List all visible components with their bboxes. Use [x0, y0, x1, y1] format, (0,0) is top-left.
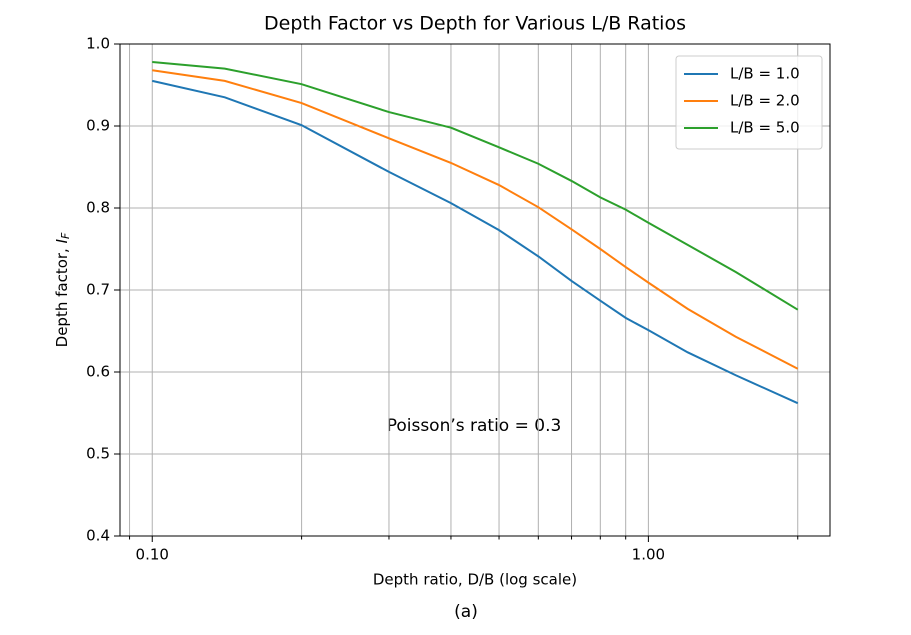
y-axis-label-subscript: F [59, 232, 72, 239]
y-axis-label-symbol: I [53, 238, 71, 243]
y-tick-label: 0.5 [86, 445, 110, 463]
x-axis-label: Depth ratio, D/B (log scale) [373, 571, 577, 589]
caption: (a) [454, 602, 478, 622]
y-axis-label: Depth factor, IF [53, 232, 73, 347]
line-series [152, 79, 799, 405]
annotation: Poisson’s ratio = 0.3 [387, 416, 562, 436]
legend-box [675, 55, 823, 150]
y-tick-label: 1.0 [86, 35, 110, 53]
line-series [152, 61, 799, 311]
plot-frame [119, 43, 831, 537]
chart-title: Depth Factor vs Depth for Various L/B Ra… [264, 13, 686, 35]
legend-label: L/B = 2.0 [730, 92, 800, 110]
y-tick-label: 0.9 [86, 117, 110, 135]
y-tick-label: 0.7 [86, 281, 110, 299]
y-tick-label: 0.8 [86, 199, 110, 217]
line-series [152, 69, 799, 370]
legend-label: L/B = 5.0 [730, 119, 800, 137]
x-tick-label: 0.10 [136, 546, 169, 564]
legend-label: L/B = 1.0 [730, 65, 800, 83]
y-tick-label: 0.6 [86, 363, 110, 381]
y-axis-label-text: Depth factor, [53, 243, 71, 347]
y-tick-label: 0.4 [86, 527, 110, 545]
x-tick-label: 1.00 [632, 546, 665, 564]
